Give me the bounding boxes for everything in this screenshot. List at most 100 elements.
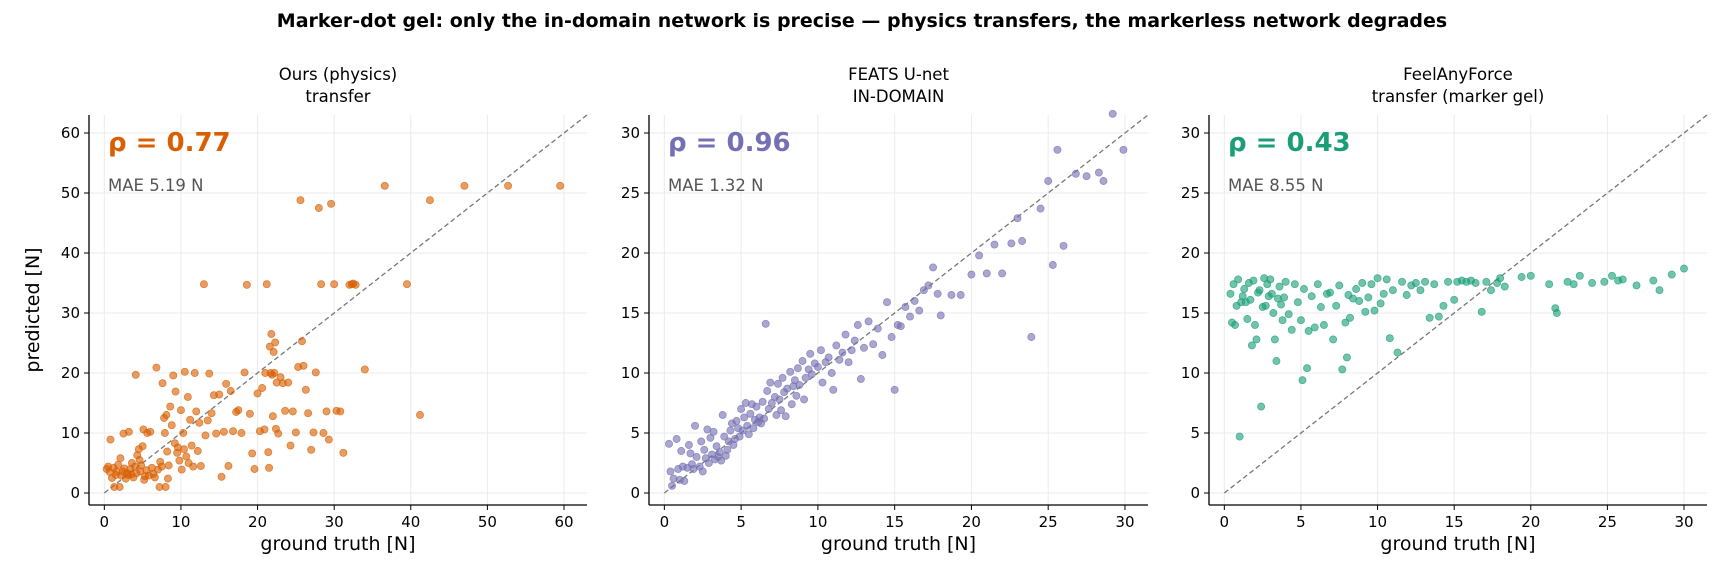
data-point [1319, 321, 1328, 329]
y-tick-label: 40 [61, 244, 80, 262]
data-point [1358, 279, 1367, 287]
data-point [307, 445, 316, 454]
data-point [827, 369, 836, 377]
data-point [248, 449, 257, 458]
panel-1: 0 10 20 30 40 50 60 0 10 20 30 40 50 60 Ours (physics)… [22, 65, 588, 555]
data-point [205, 369, 214, 378]
panel-title: FEATS U-net [848, 65, 949, 84]
x-tick-label: 10 [171, 513, 190, 531]
data-point [360, 365, 369, 374]
data-point [291, 428, 300, 437]
data-point [1411, 279, 1420, 287]
data-point [775, 395, 784, 404]
data-point [668, 481, 676, 490]
y-tick-label: 15 [1181, 304, 1200, 322]
data-point [781, 412, 790, 421]
y-tick-label: 25 [1181, 184, 1200, 202]
data-point [193, 447, 202, 455]
data-point [873, 324, 882, 333]
data-point [709, 427, 718, 436]
x-tick-label: 10 [1368, 513, 1387, 531]
data-point [250, 465, 259, 473]
y-tick-label: 0 [630, 484, 640, 502]
data-point [217, 472, 226, 481]
data-point [1018, 237, 1027, 245]
data-point [1303, 364, 1312, 373]
data-point [177, 465, 186, 474]
data-point [761, 319, 770, 328]
data-point [672, 435, 681, 443]
data-point [1255, 286, 1264, 295]
data-point [1600, 277, 1609, 286]
data-point [1231, 321, 1239, 329]
data-point [317, 280, 326, 289]
x-axis-label: ground truth [N] [1380, 533, 1535, 555]
data-point [245, 409, 254, 418]
data-point [1341, 318, 1350, 327]
data-point [196, 462, 205, 470]
data-point [915, 306, 924, 315]
data-point [718, 411, 727, 419]
data-point [990, 240, 999, 249]
data-point [883, 298, 891, 307]
data-point [763, 387, 772, 395]
data-point [1257, 402, 1266, 411]
data-point [1048, 261, 1057, 269]
data-point [896, 322, 905, 331]
data-point [183, 393, 192, 401]
data-point [1272, 357, 1281, 365]
data-point [698, 467, 707, 476]
data-point [240, 368, 249, 377]
data-point [817, 346, 825, 355]
data-point [1013, 214, 1022, 223]
data-point [924, 281, 933, 290]
data-point [1332, 301, 1341, 310]
data-point [187, 441, 196, 450]
data-point [253, 389, 262, 398]
x-tick-label: 20 [248, 513, 267, 531]
data-point [1007, 239, 1016, 248]
data-point [1249, 276, 1258, 285]
data-point [222, 379, 231, 388]
y-tick-label: 60 [61, 124, 80, 142]
data-point [1290, 280, 1299, 289]
data-point [1036, 204, 1045, 213]
data-point [190, 369, 199, 377]
x-tick-label: 40 [401, 513, 420, 531]
data-point [137, 461, 146, 470]
data-point [1388, 286, 1397, 295]
data-point [281, 406, 290, 415]
data-point [271, 338, 280, 347]
data-point [322, 407, 331, 416]
data-point [956, 291, 965, 299]
data-point [1027, 333, 1036, 341]
x-tick-label: 30 [325, 513, 344, 531]
data-point [787, 400, 796, 409]
data-point [807, 370, 816, 379]
data-point [203, 416, 212, 425]
data-point [1071, 169, 1080, 178]
data-point [666, 467, 675, 476]
data-point [1335, 281, 1344, 290]
data-point [737, 405, 746, 413]
data-point [947, 291, 956, 299]
data-point [1496, 274, 1505, 283]
x-tick-label: 5 [736, 513, 746, 531]
data-point [158, 379, 167, 388]
data-point [1234, 275, 1243, 284]
data-point [1444, 277, 1452, 286]
data-point [180, 445, 188, 454]
data-point [162, 411, 171, 419]
data-point [975, 251, 984, 260]
x-tick-label: 5 [1296, 513, 1306, 531]
data-point [774, 379, 782, 388]
data-point [212, 429, 221, 438]
data-point [1667, 270, 1676, 279]
data-point [327, 199, 336, 208]
data-point [504, 181, 513, 190]
data-point [1277, 300, 1285, 309]
panel-subtitle: transfer (marker gel) [1372, 87, 1545, 106]
data-point [824, 353, 833, 362]
data-point [793, 364, 802, 373]
